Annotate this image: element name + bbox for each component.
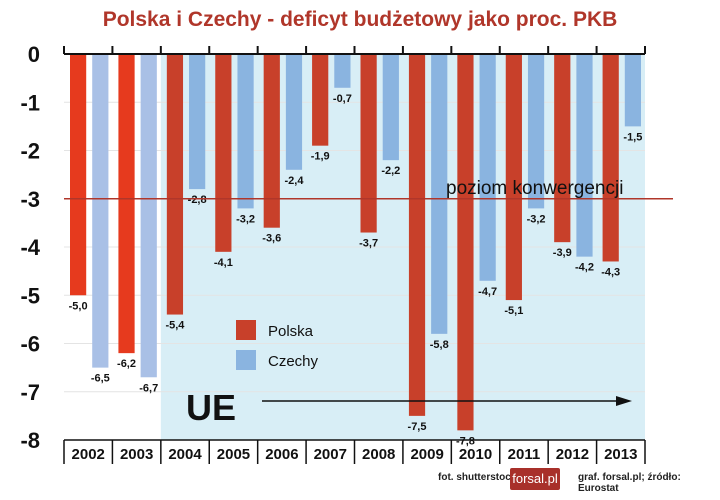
x-tick-label: 2013 <box>604 446 637 463</box>
data-label: -5,0 <box>69 300 88 312</box>
bar-polska <box>360 54 377 233</box>
bar-polska <box>70 54 87 296</box>
bar-czechy <box>334 54 351 88</box>
x-tick-label: 2008 <box>362 446 395 463</box>
y-tick-label: 0 <box>28 42 40 67</box>
data-label: -7,5 <box>408 421 427 433</box>
y-tick-label: -1 <box>20 90 40 115</box>
data-label: -4,1 <box>214 257 233 269</box>
y-tick-label: -4 <box>20 235 40 260</box>
legend-swatch <box>236 350 256 370</box>
x-tick-label: 2002 <box>72 446 105 463</box>
bar-czechy <box>189 54 206 190</box>
y-tick-label: -7 <box>20 380 40 405</box>
y-tick-label: -3 <box>20 187 40 212</box>
forsal-logo: forsal.pl <box>510 468 560 490</box>
bar-czechy <box>624 54 641 127</box>
bar-czechy <box>140 54 157 378</box>
legend-swatch <box>236 320 256 340</box>
data-label: -3,6 <box>262 233 281 245</box>
x-tick-label: 2010 <box>459 446 492 463</box>
eu-label: UE <box>186 387 236 428</box>
x-tick-label: 2006 <box>265 446 298 463</box>
bar-czechy <box>576 54 593 257</box>
data-label: -1,9 <box>311 151 330 163</box>
data-label: -4,3 <box>601 266 620 278</box>
data-label: -5,4 <box>165 320 185 332</box>
legend-label: Czechy <box>268 353 319 370</box>
y-tick-label: -8 <box>20 428 40 453</box>
y-tick-label: -6 <box>20 332 40 357</box>
bar-polska <box>602 54 619 262</box>
x-tick-label: 2007 <box>314 446 347 463</box>
bar-polska <box>505 54 522 301</box>
photo-credit: fot. shutterstock <box>438 472 517 483</box>
source-note: graf. forsal.pl; źródło: Eurostat <box>578 472 681 494</box>
bar-czechy <box>92 54 109 368</box>
bar-czechy <box>237 54 254 209</box>
data-label: -0,7 <box>333 93 352 105</box>
data-label: -2,2 <box>381 165 400 177</box>
bar-czechy <box>285 54 303 170</box>
x-tick-label: 2005 <box>217 446 250 463</box>
bar-polska <box>263 54 280 228</box>
y-tick-label: -2 <box>20 139 40 164</box>
data-label: -1,5 <box>623 131 642 143</box>
x-tick-label: 2009 <box>410 446 443 463</box>
data-label: -5,8 <box>430 339 449 351</box>
x-tick-label: 2003 <box>120 446 153 463</box>
eu-arrow-head <box>616 396 632 406</box>
y-tick-label: -5 <box>20 283 40 308</box>
bar-polska <box>408 54 426 416</box>
bar-czechy <box>382 54 399 161</box>
bar-czechy <box>431 54 448 334</box>
data-label: -2,4 <box>284 175 304 187</box>
bar-polska <box>166 54 184 315</box>
data-label: -4,2 <box>575 262 594 274</box>
bar-polska <box>457 54 474 431</box>
data-label: -3,2 <box>236 213 255 225</box>
data-label: -3,9 <box>553 247 572 259</box>
chart-title: Polska i Czechy - deficyt budżetowy jako… <box>102 8 618 31</box>
data-label: -5,1 <box>504 305 523 317</box>
data-label: -7,8 <box>456 435 475 447</box>
x-tick-label: 2004 <box>168 446 202 463</box>
bar-polska <box>215 54 232 252</box>
data-label: -6,7 <box>139 382 158 394</box>
x-tick-label: 2011 <box>508 446 541 463</box>
bar-czechy <box>479 54 496 281</box>
legend-label: Polska <box>268 323 314 340</box>
data-label: -6,2 <box>117 358 136 370</box>
convergence-label: poziom konwergencji <box>446 178 623 199</box>
data-label: -3,2 <box>527 213 546 225</box>
data-label: -4,7 <box>478 286 497 298</box>
data-label: -2,8 <box>188 194 207 206</box>
bar-polska <box>554 54 571 243</box>
x-tick-label: 2012 <box>556 446 589 463</box>
data-label: -3,7 <box>359 238 378 250</box>
bar-czechy <box>527 54 545 209</box>
bar-polska <box>312 54 329 146</box>
bar-polska <box>118 54 135 354</box>
data-label: -6,5 <box>91 373 110 385</box>
